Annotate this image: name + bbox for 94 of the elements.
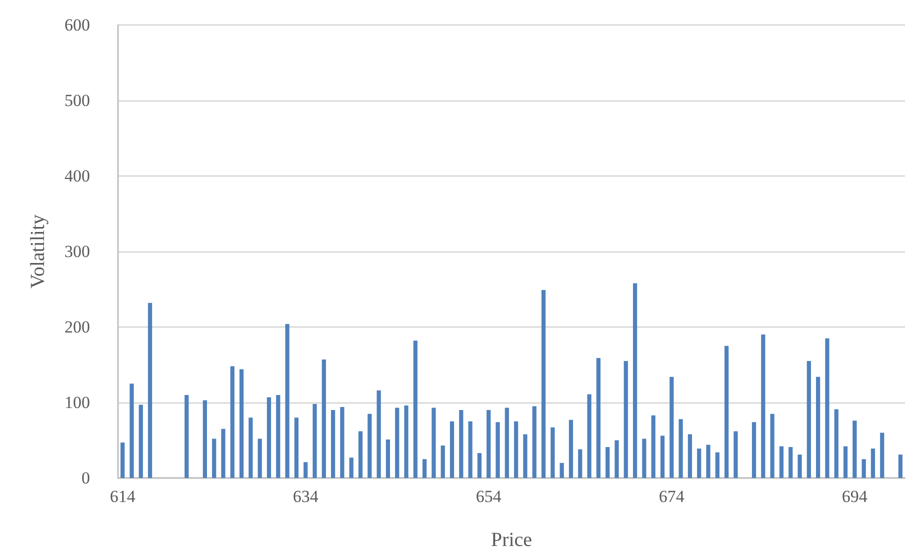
bar — [806, 360, 811, 478]
bar — [568, 420, 574, 478]
bar — [843, 446, 848, 478]
bar — [862, 459, 866, 478]
x-tick-label: 634 — [292, 487, 319, 506]
bar — [376, 390, 381, 478]
bar — [550, 427, 555, 478]
bar — [368, 414, 372, 478]
bar — [798, 454, 802, 478]
y-tick-label: 100 — [64, 393, 90, 412]
bar — [578, 449, 582, 478]
bar — [413, 340, 418, 478]
bar — [285, 324, 290, 478]
bar — [340, 407, 344, 478]
bar — [606, 447, 610, 478]
bar — [148, 302, 152, 478]
bar — [523, 434, 528, 478]
bar — [212, 438, 216, 478]
y-tick-label: 200 — [64, 318, 90, 336]
bar — [477, 453, 482, 478]
bar — [870, 448, 876, 478]
bar — [202, 400, 207, 478]
bar — [697, 448, 702, 478]
bar — [294, 418, 299, 478]
bar — [440, 446, 445, 478]
y-tick-label: 300 — [64, 242, 90, 261]
bar — [386, 439, 390, 478]
bar — [678, 419, 683, 478]
bar — [642, 438, 646, 478]
y-tick-label: 400 — [64, 166, 90, 186]
bar — [468, 421, 472, 478]
bar — [651, 415, 656, 478]
bar — [541, 290, 546, 478]
bar — [504, 408, 509, 478]
bar — [276, 394, 280, 478]
bar — [248, 418, 253, 478]
bar — [422, 459, 427, 478]
x-axis-title: Price — [490, 529, 532, 551]
bar — [724, 346, 729, 478]
bar — [304, 462, 308, 478]
bar — [779, 446, 784, 478]
bar — [688, 434, 692, 478]
bar — [258, 438, 262, 478]
bar — [358, 431, 363, 478]
bar — [825, 338, 830, 478]
bar — [496, 422, 500, 478]
bar — [266, 397, 272, 478]
bar — [834, 409, 838, 478]
bar — [130, 384, 134, 478]
x-tick-label: 674 — [658, 487, 685, 506]
bar — [138, 404, 143, 478]
bar — [596, 358, 600, 478]
bar — [322, 359, 326, 478]
bar — [532, 406, 536, 478]
y-tick-label: 500 — [64, 91, 90, 110]
x-tick-label: 694 — [842, 487, 868, 506]
bar — [239, 369, 244, 478]
bar — [788, 447, 793, 478]
bar — [330, 410, 336, 478]
bar — [312, 404, 317, 478]
bar — [404, 406, 408, 478]
bar — [459, 410, 464, 478]
bar — [670, 376, 674, 478]
bar — [770, 414, 774, 478]
bar — [734, 431, 738, 478]
bar — [450, 421, 454, 478]
bar — [752, 422, 756, 478]
bar — [898, 454, 902, 478]
bar — [761, 334, 766, 478]
bar — [514, 421, 518, 478]
bar — [632, 283, 638, 478]
bar — [184, 394, 189, 478]
bar — [706, 444, 710, 478]
x-tick-label: 614 — [110, 487, 136, 506]
bar — [221, 428, 226, 478]
bar — [880, 432, 884, 478]
bar — [432, 408, 436, 478]
bar — [852, 420, 857, 478]
bar — [486, 410, 491, 478]
bar — [395, 408, 400, 478]
bar — [816, 376, 820, 478]
bar — [660, 436, 665, 478]
bar — [560, 462, 564, 478]
y-tick-label: 0 — [82, 468, 90, 488]
x-tick-label: 654 — [476, 487, 502, 506]
bar — [349, 458, 354, 478]
bar — [587, 394, 592, 478]
y-axis-title: Volatility — [27, 214, 49, 289]
bar — [230, 366, 234, 478]
bar — [120, 442, 125, 478]
bar — [624, 360, 628, 478]
bar — [614, 440, 619, 478]
bar — [715, 452, 720, 478]
y-tick-label: 600 — [64, 16, 90, 34]
